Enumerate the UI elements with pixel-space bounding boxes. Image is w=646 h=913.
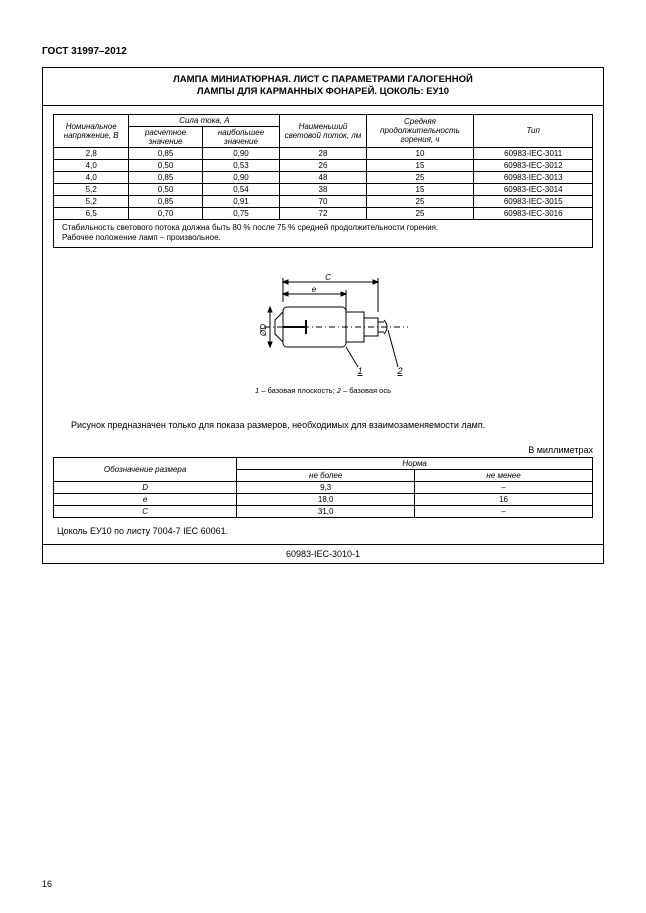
hdr-lumens: Наименьший световой поток, лм [280,114,366,147]
svg-text:2: 2 [396,366,402,376]
svg-text:С: С [325,273,331,282]
table-row: 4,00,850,90482560983-IEC-3013 [54,171,593,183]
svg-text:ØD: ØD [259,324,268,337]
svg-text:1: 1 [357,366,362,376]
title-block: ЛАМПА МИНИАТЮРНАЯ. ЛИСТ С ПАРАМЕТРАМИ ГА… [43,68,603,106]
hdr-norm: Норма [237,458,593,470]
hdr-current-calc: расчетное значение [129,126,202,147]
hdr-voltage: Номинальное напряжение, В [54,114,129,147]
hdr-type: Тип [474,114,593,147]
table-header-row: Обозначение размера Норма [54,458,593,470]
sheet-id: 60983-IEC-3010-1 [43,544,603,563]
title-line-1: ЛАМПА МИНИАТЮРНАЯ. ЛИСТ С ПАРАМЕТРАМИ ГА… [173,74,473,85]
lamp-diagram-svg: С е ØD 1 2 [228,272,418,382]
document-code: ГОСТ 31997–2012 [42,46,604,57]
table-row: 4,00,500,53261560983-IEC-3012 [54,159,593,171]
hdr-hours: Средняя продолжительность горения, ч [366,114,474,147]
parameters-table: Номинальное напряжение, В Сила тока, А Н… [53,114,593,249]
table-row: 2,80,850,90281060983-IEC-3011 [54,147,593,159]
table-row: 5,20,850,91702560983-IEC-3015 [54,195,593,207]
hdr-current-max: наибольшее значение [202,126,280,147]
table-row: 5,20,500,54381560983-IEC-3014 [54,183,593,195]
dimensions-table: Обозначение размера Норма не более не ме… [53,457,593,518]
hdr-dim: Обозначение размера [54,458,237,482]
hdr-max: не более [237,470,415,482]
svg-text:е: е [312,285,317,294]
table-row: С31,0– [54,506,593,518]
table2-wrap: Обозначение размера Норма не более не ме… [43,457,603,518]
diagram: С е ØD 1 2 1 – базовая плоскость; 2 – ба… [53,272,593,395]
title-line-2: ЛАМПЫ ДЛЯ КАРМАННЫХ ФОНАРЕЙ. ЦОКОЛЬ: ЕУ1… [197,86,449,97]
table-row: е18,016 [54,494,593,506]
cap-note: Цоколь ЕУ10 по листу 7004-7 IEC 60061. [43,526,603,536]
table-note-row: Стабильность светового потока должна быт… [54,219,593,248]
figure-paragraph: Рисунок предназначен только для показа р… [43,419,603,431]
table-row: D9,3– [54,482,593,494]
page-number: 16 [42,879,52,889]
diagram-caption: 1 – базовая плоскость; 2 – базовая ось [53,386,593,395]
table-row: 6,50,700,75722560983-IEC-3016 [54,207,593,219]
units-label: В миллиметрах [43,445,593,455]
content-frame: ЛАМПА МИНИАТЮРНАЯ. ЛИСТ С ПАРАМЕТРАМИ ГА… [42,67,604,564]
table-note: Стабильность светового потока должна быт… [54,219,593,248]
table1-wrap: Номинальное напряжение, В Сила тока, А Н… [43,106,603,406]
hdr-min: не менее [415,470,593,482]
page: ГОСТ 31997–2012 ЛАМПА МИНИАТЮРНАЯ. ЛИСТ … [0,0,646,913]
hdr-current: Сила тока, А [129,114,280,126]
table-header-row: Номинальное напряжение, В Сила тока, А Н… [54,114,593,126]
